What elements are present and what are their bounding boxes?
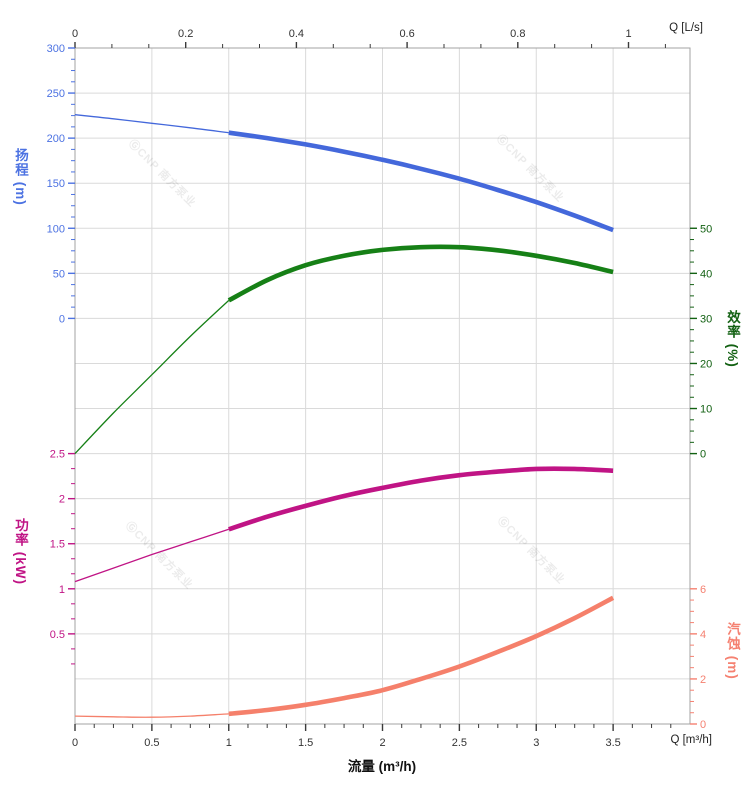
tick-label: 50	[700, 223, 712, 235]
tick-label: 0.2	[178, 28, 193, 40]
tick-label: 0.5	[144, 737, 159, 749]
flow-axis-title: 流量 (m³/h)	[347, 759, 417, 774]
cnp-watermark: ⒼCNP 南方泵业	[123, 518, 197, 592]
tick-label: 30	[700, 313, 712, 325]
power-curve	[228, 466, 614, 532]
tick-label: 0	[59, 313, 65, 325]
tick-label: 0.6	[399, 28, 414, 40]
power-axis-title: 功率 (kW)	[13, 518, 28, 585]
efficiency-curve-thin	[74, 299, 230, 455]
tick-label: 250	[47, 88, 65, 100]
tick-label: 1.5	[50, 539, 65, 551]
tick-label: 1	[625, 28, 631, 40]
head-axis-title: 扬程 (m)	[13, 148, 28, 206]
tick-label: 0.4	[289, 28, 304, 40]
axis-ticks-and-labels: 0 0.5 1 1.5 2 2.5 3 3.50 0.2 0.4 0.6 0.8 13002502001…	[47, 28, 713, 749]
tick-label: 100	[47, 223, 65, 235]
tick-label: 300	[47, 43, 65, 55]
tick-label: 0	[72, 28, 78, 40]
tick-label: 20	[700, 358, 712, 370]
tick-label: 50	[53, 268, 65, 280]
bottom-axis-unit-label: Q [m³/h]	[670, 734, 712, 746]
cnp-watermark: ⒼCNP 南方泵业	[495, 513, 569, 587]
efficiency-curve	[227, 244, 614, 303]
tick-label: 6	[700, 584, 706, 596]
tick-label: 0	[700, 449, 706, 461]
npsh-axis-title: 汽蚀 (m)	[725, 622, 740, 680]
tick-label: 40	[700, 268, 712, 280]
npsh-curve	[228, 595, 615, 717]
tick-label: 3	[533, 737, 539, 749]
cnp-watermark: ⒼCNP 南方泵业	[126, 136, 200, 210]
tick-label: 2.5	[452, 737, 467, 749]
tick-label: 150	[47, 178, 65, 190]
tick-label: 2	[700, 674, 706, 686]
npsh-curve-thin	[74, 713, 229, 718]
efficiency-axis-title: 效率 (%)	[725, 310, 740, 368]
head-curve	[228, 130, 614, 233]
tick-label: 1	[59, 584, 65, 596]
tick-label: 0.5	[50, 629, 65, 641]
tick-label: 4	[700, 629, 706, 641]
power-curve-thin	[74, 528, 229, 583]
tick-label: 3.5	[605, 737, 620, 749]
tick-label: 0	[72, 737, 78, 749]
tick-label: 0.8	[510, 28, 525, 40]
head-curve-thin	[74, 114, 229, 134]
tick-label: 2	[379, 737, 385, 749]
grid-lines	[74, 47, 691, 725]
tick-label: 0	[700, 719, 706, 731]
curves	[74, 114, 615, 718]
tick-label: 2.5	[50, 449, 65, 461]
top-axis-unit-label: Q [L/s]	[669, 22, 703, 34]
tick-label: 1.5	[298, 737, 313, 749]
tick-label: 2	[59, 494, 65, 506]
tick-label: 200	[47, 133, 65, 145]
tick-label: 10	[700, 404, 712, 416]
tick-label: 1	[226, 737, 232, 749]
